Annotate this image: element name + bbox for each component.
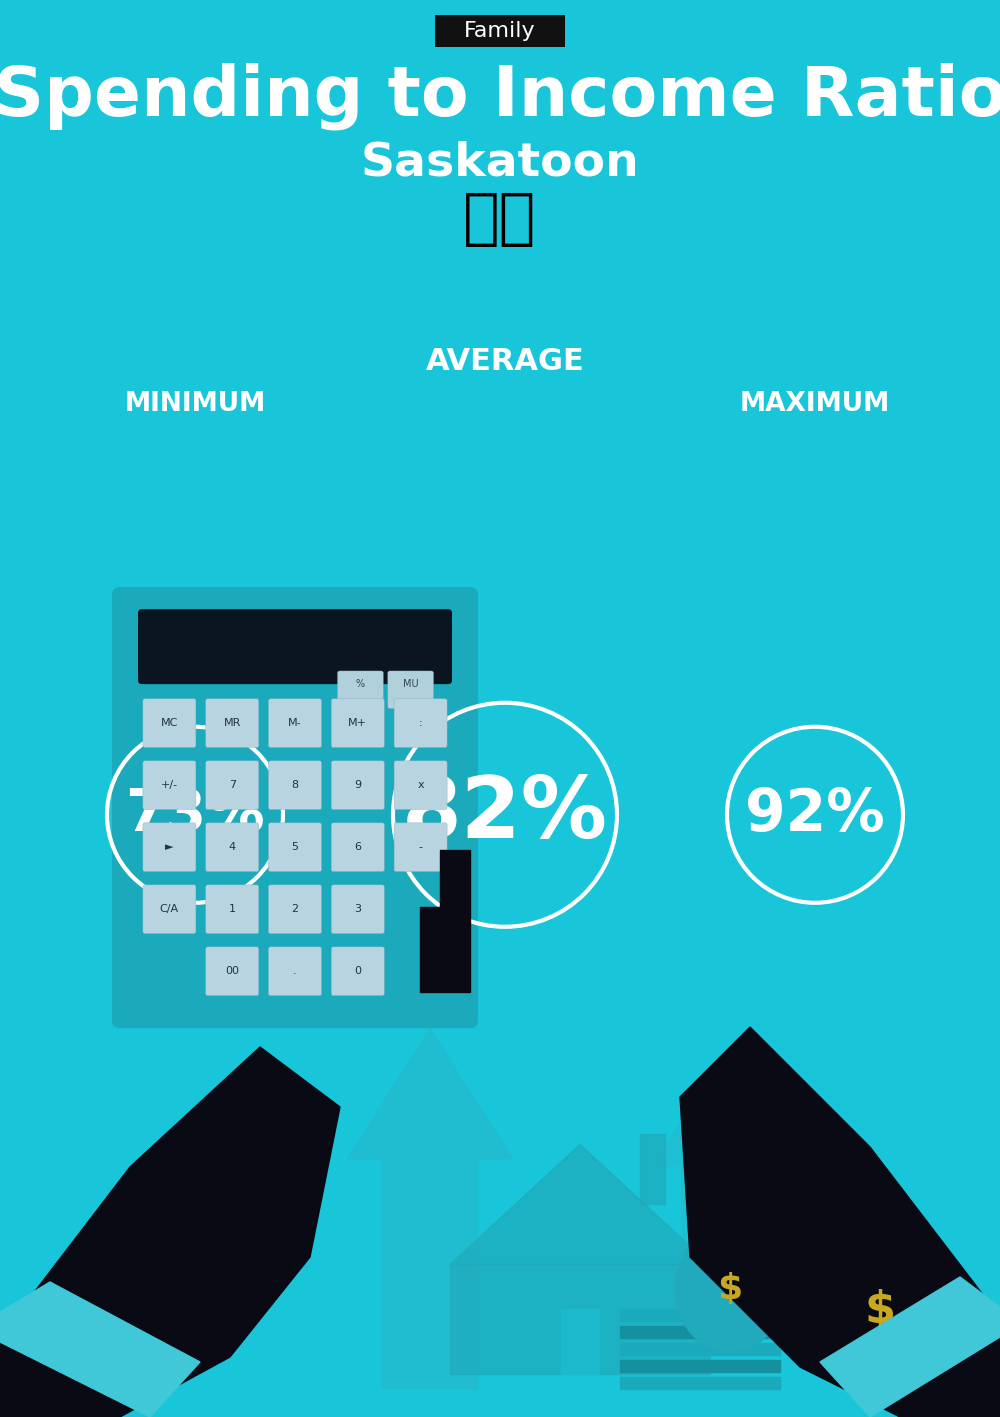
- Text: M-: M-: [288, 718, 302, 728]
- Text: 0: 0: [354, 966, 361, 976]
- Text: 1: 1: [229, 904, 236, 914]
- Text: 82%: 82%: [402, 774, 608, 856]
- Text: $: $: [864, 1289, 896, 1332]
- Text: MAXIMUM: MAXIMUM: [740, 391, 890, 417]
- Polygon shape: [0, 1047, 340, 1417]
- Text: 🇨🇦: 🇨🇦: [463, 190, 537, 249]
- FancyBboxPatch shape: [206, 699, 259, 748]
- Text: MR: MR: [224, 718, 241, 728]
- Polygon shape: [820, 1277, 1000, 1417]
- Text: 8: 8: [291, 781, 299, 791]
- FancyBboxPatch shape: [331, 761, 384, 809]
- FancyBboxPatch shape: [269, 884, 321, 934]
- Text: 9: 9: [354, 781, 361, 791]
- FancyBboxPatch shape: [388, 672, 433, 708]
- FancyBboxPatch shape: [338, 672, 383, 708]
- FancyBboxPatch shape: [112, 587, 478, 1029]
- FancyBboxPatch shape: [138, 609, 452, 684]
- Text: x: x: [417, 781, 424, 791]
- FancyBboxPatch shape: [394, 823, 447, 871]
- FancyBboxPatch shape: [143, 823, 196, 871]
- Polygon shape: [620, 1309, 780, 1321]
- FancyBboxPatch shape: [331, 823, 384, 871]
- Text: MU: MU: [403, 679, 418, 689]
- Polygon shape: [450, 1145, 710, 1264]
- Text: AVERAGE: AVERAGE: [426, 347, 584, 376]
- FancyBboxPatch shape: [331, 884, 384, 934]
- Text: C/A: C/A: [160, 904, 179, 914]
- FancyBboxPatch shape: [206, 823, 259, 871]
- FancyBboxPatch shape: [394, 761, 447, 809]
- Text: 7: 7: [229, 781, 236, 791]
- Text: +/-: +/-: [161, 781, 178, 791]
- Text: :: :: [419, 718, 422, 728]
- Text: 5: 5: [292, 842, 299, 852]
- FancyBboxPatch shape: [435, 16, 565, 47]
- FancyBboxPatch shape: [143, 699, 196, 748]
- Text: M+: M+: [348, 718, 367, 728]
- Polygon shape: [620, 1343, 780, 1355]
- FancyBboxPatch shape: [269, 699, 321, 748]
- Text: Spending to Income Ratio: Spending to Income Ratio: [0, 62, 1000, 130]
- Text: -: -: [419, 842, 423, 852]
- Text: 6: 6: [354, 842, 361, 852]
- Polygon shape: [620, 1360, 780, 1372]
- Text: .: .: [293, 966, 297, 976]
- Polygon shape: [711, 1216, 749, 1237]
- Text: 00: 00: [225, 966, 239, 976]
- Polygon shape: [812, 1233, 948, 1389]
- Text: MINIMUM: MINIMUM: [124, 391, 266, 417]
- Polygon shape: [856, 1219, 904, 1244]
- Polygon shape: [561, 1309, 599, 1374]
- Polygon shape: [680, 1027, 1000, 1417]
- Text: ►: ►: [165, 842, 174, 852]
- Text: 92%: 92%: [745, 786, 885, 843]
- FancyBboxPatch shape: [331, 947, 384, 996]
- FancyBboxPatch shape: [269, 823, 321, 871]
- Polygon shape: [0, 1282, 200, 1417]
- Polygon shape: [675, 1227, 785, 1352]
- FancyBboxPatch shape: [206, 884, 259, 934]
- Text: 4: 4: [229, 842, 236, 852]
- FancyBboxPatch shape: [269, 761, 321, 809]
- Polygon shape: [348, 1029, 512, 1389]
- Text: 2: 2: [291, 904, 299, 914]
- Polygon shape: [620, 1326, 780, 1338]
- Text: Saskatoon: Saskatoon: [361, 140, 639, 186]
- Text: Family: Family: [464, 21, 536, 41]
- Text: 3: 3: [354, 904, 361, 914]
- Text: %: %: [356, 679, 365, 689]
- FancyBboxPatch shape: [143, 884, 196, 934]
- FancyBboxPatch shape: [394, 699, 447, 748]
- FancyBboxPatch shape: [206, 947, 259, 996]
- Text: 73%: 73%: [125, 786, 265, 843]
- FancyBboxPatch shape: [269, 947, 321, 996]
- FancyBboxPatch shape: [143, 761, 196, 809]
- Polygon shape: [640, 1135, 665, 1204]
- Text: $: $: [717, 1272, 743, 1306]
- FancyBboxPatch shape: [206, 761, 259, 809]
- Polygon shape: [655, 1056, 785, 1346]
- Polygon shape: [420, 850, 470, 992]
- Text: MC: MC: [161, 718, 178, 728]
- FancyBboxPatch shape: [331, 699, 384, 748]
- Polygon shape: [620, 1377, 780, 1389]
- Polygon shape: [450, 1264, 710, 1374]
